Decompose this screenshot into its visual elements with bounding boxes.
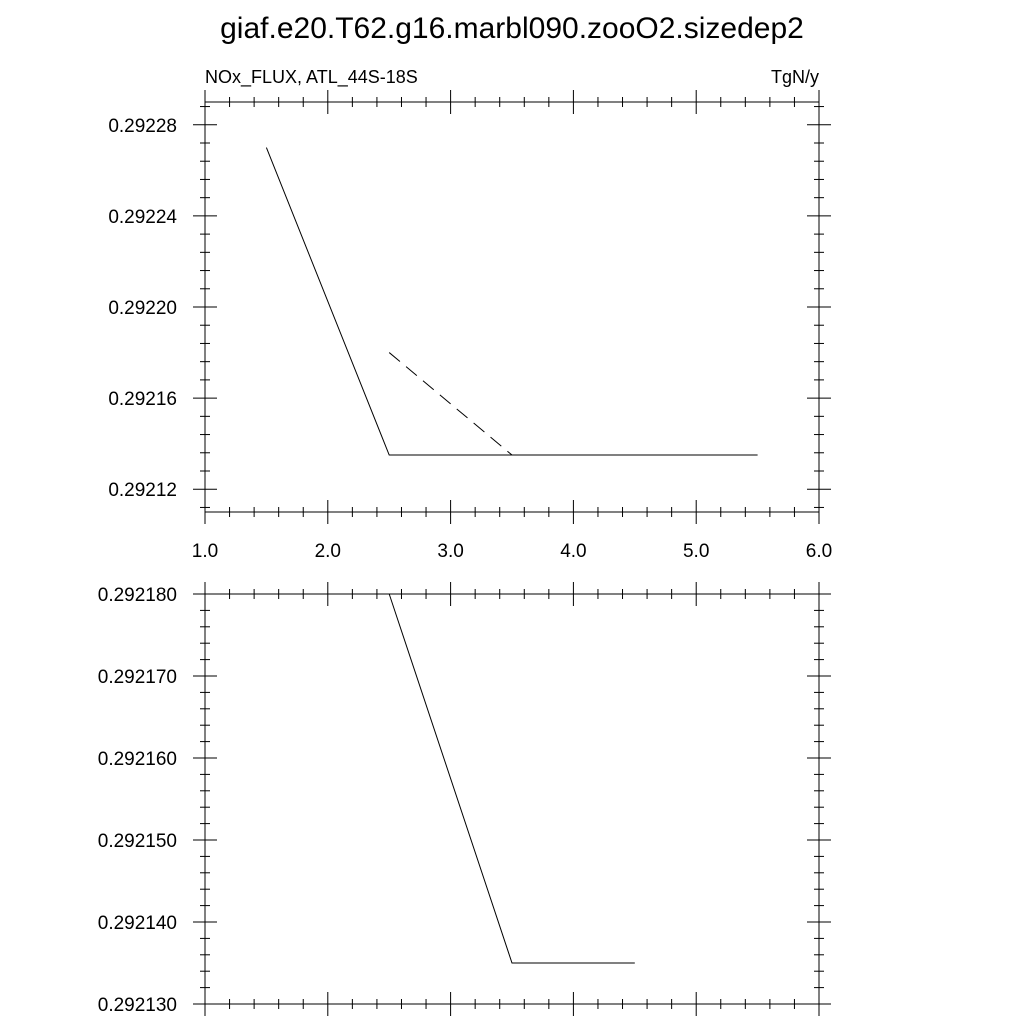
figure-title: giaf.e20.T62.g16.marbl090.zooO2.sizedep2 <box>220 12 804 45</box>
bottom-panel: 0.292130 0.292140 0.292150 0.292160 0.292170… <box>98 582 831 1016</box>
panel-0-x-tick-label: 2.0 <box>315 541 341 562</box>
bottom-panel-ticks <box>193 582 831 1016</box>
panel-0-y-tick-label: 0.29212 <box>108 480 177 501</box>
panel-0-x-tick-label: 5.0 <box>683 541 709 562</box>
top-panel-tick-labels: 1.0 2.0 3.0 4.0 5.0 6.0 0.29212 0.29216 0.29220 0… <box>108 116 832 562</box>
bottom-panel-series <box>388 593 635 964</box>
top-panel-series <box>265 147 758 456</box>
top-panel: NOx_FLUX, ATL_44S-18S TgN/y 1.0 2.0 3.0 4.0… <box>108 67 832 562</box>
panel-1-solid-series-line <box>388 593 635 964</box>
panel-0-x-tick-label: 4.0 <box>560 541 586 562</box>
panel-0-y-tick-label: 0.29228 <box>108 116 177 137</box>
top-panel-ticks <box>193 90 831 524</box>
bottom-panel-frame <box>204 593 820 1005</box>
panel-1-y-tick-label: 0.292180 <box>98 585 177 606</box>
panel-0-y-tick-label: 0.29216 <box>108 389 177 410</box>
panel-0-y-tick-label: 0.29224 <box>108 207 177 228</box>
panel-1-y-tick-label: 0.292170 <box>98 667 177 688</box>
panel-0-dashed-series-line <box>388 352 635 456</box>
panel-1-y-tick-label: 0.292150 <box>98 831 177 852</box>
panel-0-solid-series-line <box>265 147 758 456</box>
panel-0-x-tick-label: 6.0 <box>806 541 832 562</box>
panel-1-y-tick-label: 0.292140 <box>98 913 177 934</box>
top-panel-left-label: NOx_FLUX, ATL_44S-18S <box>205 67 418 88</box>
top-panel-units-label: TgN/y <box>771 67 819 87</box>
panel-0-x-tick-label: 3.0 <box>437 541 463 562</box>
panel-0-x-tick-label: 1.0 <box>192 541 218 562</box>
bottom-panel-tick-labels: 0.292130 0.292140 0.292150 0.292160 0.292170… <box>98 585 177 1016</box>
panel-0-y-tick-label: 0.29220 <box>108 298 177 319</box>
panel-1-y-tick-label: 0.292160 <box>98 749 177 770</box>
top-panel-frame <box>204 101 820 513</box>
panel-1-y-tick-label: 0.292130 <box>98 995 177 1016</box>
